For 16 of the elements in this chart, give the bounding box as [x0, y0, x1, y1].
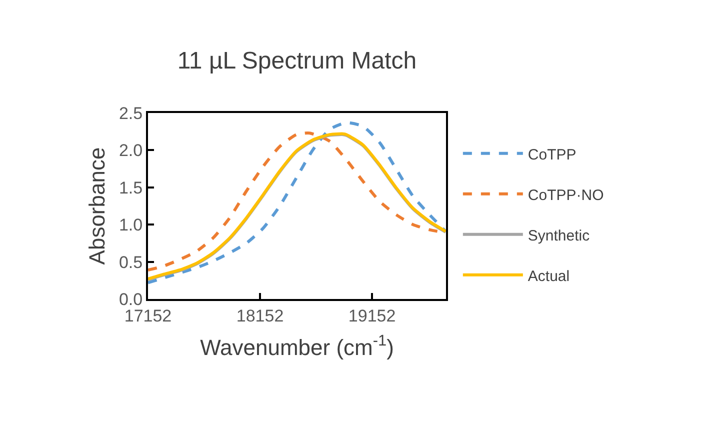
y-tick-label: 1.0	[118, 216, 143, 235]
x-tick-label: 18152	[236, 306, 284, 326]
legend-label: Actual	[528, 268, 570, 285]
y-tick-label: 0.0	[118, 290, 143, 309]
legend-label: CoTPP·NO	[528, 186, 604, 204]
y-tick-label: 2.0	[118, 141, 143, 160]
legend-label: Synthetic	[528, 227, 590, 244]
x-tick-label: 19152	[348, 306, 396, 326]
y-tick-label: 0.5	[118, 252, 143, 272]
x-tick-label: 17152	[124, 306, 172, 326]
y-tick-label: 1.5	[118, 178, 143, 198]
x-axis-title: Wavenumber (cm$^{-1}$)	[200, 332, 394, 360]
y-tick-label: 2.5	[118, 104, 143, 123]
y-axis-title: Absorbance	[84, 147, 110, 265]
chart-title: 11 µL Spectrum Match	[177, 47, 417, 74]
legend-label: CoTPP	[528, 146, 576, 164]
